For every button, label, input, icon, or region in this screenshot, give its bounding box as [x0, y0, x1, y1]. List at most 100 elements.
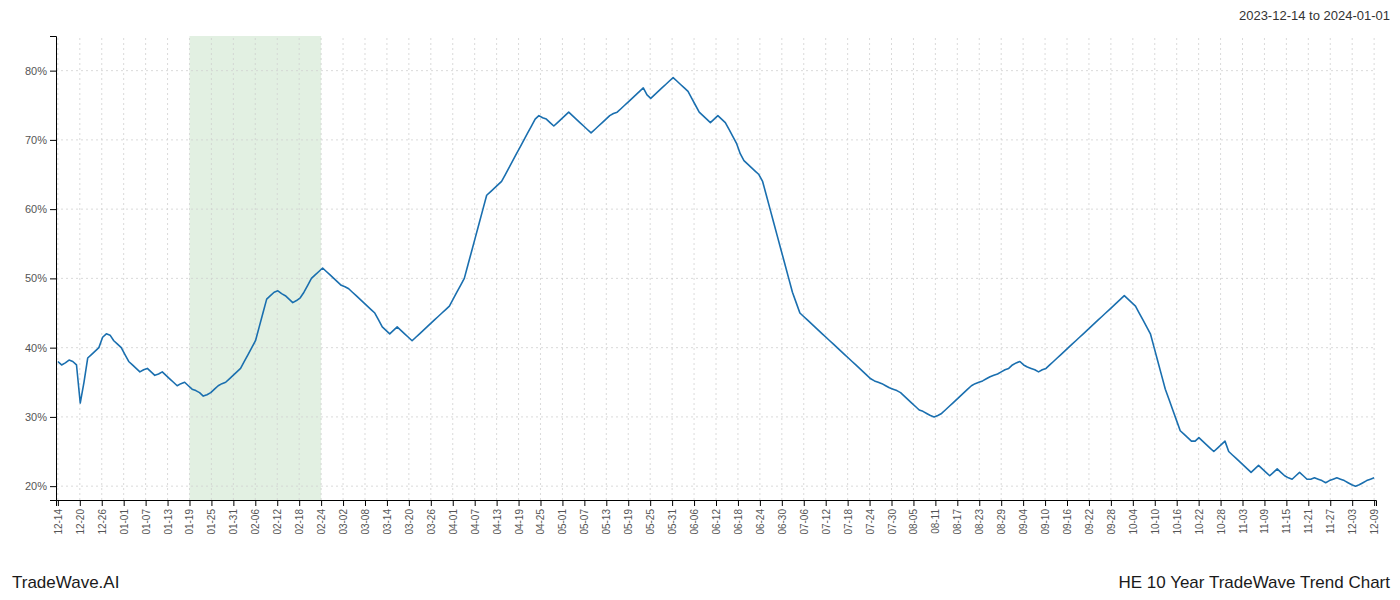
x-tick-label: 03-20	[404, 509, 415, 535]
x-grid-line	[1067, 36, 1068, 500]
x-tick: 11-27	[1325, 500, 1336, 534]
x-grid-line	[1308, 36, 1309, 500]
x-grid-line	[386, 36, 387, 500]
x-grid-line	[79, 36, 80, 500]
x-tick-mark	[58, 500, 59, 506]
highlight-layer	[189, 36, 321, 500]
x-tick-mark	[233, 500, 234, 506]
x-tick: 09-10	[1040, 500, 1051, 535]
y-tick-mark	[50, 71, 56, 72]
x-tick: 09-22	[1084, 500, 1095, 535]
x-tick-mark	[343, 500, 344, 506]
y-tick-mark	[50, 348, 56, 349]
x-tick-mark	[168, 500, 169, 506]
x-grid-line	[57, 36, 58, 500]
x-tick-mark	[1067, 500, 1068, 506]
x-tick: 03-26	[426, 500, 437, 535]
x-tick-label: 11-15	[1281, 509, 1292, 534]
x-grid-line	[1132, 36, 1133, 500]
x-tick-mark	[124, 500, 125, 506]
x-grid-line	[628, 36, 629, 500]
plot-area	[58, 78, 1374, 487]
x-tick-label: 01-01	[119, 509, 130, 535]
x-tick: 07-30	[887, 500, 898, 535]
subtitle: 2023-12-14 to 2024-01-01	[1239, 8, 1390, 23]
x-tick-label: 08-23	[974, 509, 985, 535]
x-tick-mark	[211, 500, 212, 506]
y-tick-label: 70%	[25, 134, 47, 146]
y-tick: 20%	[25, 480, 56, 492]
x-tick-label: 07-06	[799, 509, 810, 535]
x-grid-line	[145, 36, 146, 500]
x-tick-label: 06-12	[711, 509, 722, 535]
x-tick-label: 06-06	[689, 509, 700, 535]
x-tick-label: 02-24	[316, 509, 327, 535]
x-grid-line	[672, 36, 673, 500]
x-tick-mark	[189, 500, 190, 506]
x-grid-line	[1242, 36, 1243, 500]
x-tick-label: 03-02	[338, 509, 349, 535]
x-grid-line	[650, 36, 651, 500]
x-tick-label: 12-26	[97, 509, 108, 535]
x-tick: 02-18	[294, 500, 305, 535]
x-tick-label: 02-06	[250, 509, 261, 535]
x-tick-label: 01-13	[163, 509, 174, 535]
x-tick-mark	[672, 500, 673, 506]
y-tick: 40%	[25, 342, 56, 354]
x-tick: 09-16	[1062, 500, 1073, 535]
x-grid-line	[913, 36, 914, 500]
x-tick: 01-01	[119, 500, 130, 535]
x-tick-label: 03-14	[382, 509, 393, 535]
y-tick: 80%	[25, 65, 56, 77]
x-grid-line	[343, 36, 344, 500]
x-grid-line	[123, 36, 124, 500]
x-tick-mark	[146, 500, 147, 506]
x-grid-line	[299, 36, 300, 500]
x-tick-mark	[1023, 500, 1024, 506]
x-grid-line	[1286, 36, 1287, 500]
x-grid-line	[1264, 36, 1265, 500]
x-tick-mark	[584, 500, 585, 506]
x-grid-line	[869, 36, 870, 500]
x-tick: 05-25	[645, 500, 656, 535]
x-tick-label: 12-20	[75, 509, 86, 535]
y-tick: 70%	[25, 134, 56, 146]
x-tick-mark	[628, 500, 629, 506]
x-tick-mark	[826, 500, 827, 506]
x-grid-line	[452, 36, 453, 500]
x-tick: 07-06	[799, 500, 810, 535]
x-tick: 06-18	[733, 500, 744, 535]
x-tick: 06-24	[755, 500, 766, 535]
x-tick-label: 09-04	[1018, 509, 1029, 535]
x-tick: 12-20	[75, 500, 86, 535]
y-grid-line	[56, 209, 1376, 210]
x-tick: 12-09	[1369, 500, 1380, 535]
x-grid-line	[233, 36, 234, 500]
grid	[56, 36, 1376, 500]
x-grid-line	[979, 36, 980, 500]
x-tick-label: 07-30	[887, 509, 898, 535]
x-tick-label: 04-25	[535, 509, 546, 535]
x-tick-label: 10-16	[1172, 509, 1183, 535]
x-tick-mark	[431, 500, 432, 506]
x-tick: 08-17	[952, 500, 963, 535]
x-tick-mark	[562, 500, 563, 506]
x-tick-label: 10-22	[1194, 509, 1205, 535]
x-tick-label: 11-03	[1238, 509, 1249, 534]
x-grid-line	[408, 36, 409, 500]
x-tick-label: 08-29	[996, 509, 1007, 535]
y-grid-line	[56, 486, 1376, 487]
x-grid-line	[825, 36, 826, 500]
x-tick-mark	[80, 500, 81, 506]
x-tick-label: 04-07	[470, 509, 481, 535]
x-tick: 04-13	[492, 500, 503, 535]
x-tick-mark	[848, 500, 849, 506]
x-tick: 03-20	[404, 500, 415, 535]
x-tick-label: 08-17	[952, 509, 963, 535]
x-tick-label: 11-09	[1259, 509, 1270, 534]
x-grid-line	[364, 36, 365, 500]
x-tick: 01-13	[163, 500, 174, 535]
x-tick-mark	[1089, 500, 1090, 506]
x-tick-mark	[540, 500, 541, 506]
x-tick-mark	[804, 500, 805, 506]
